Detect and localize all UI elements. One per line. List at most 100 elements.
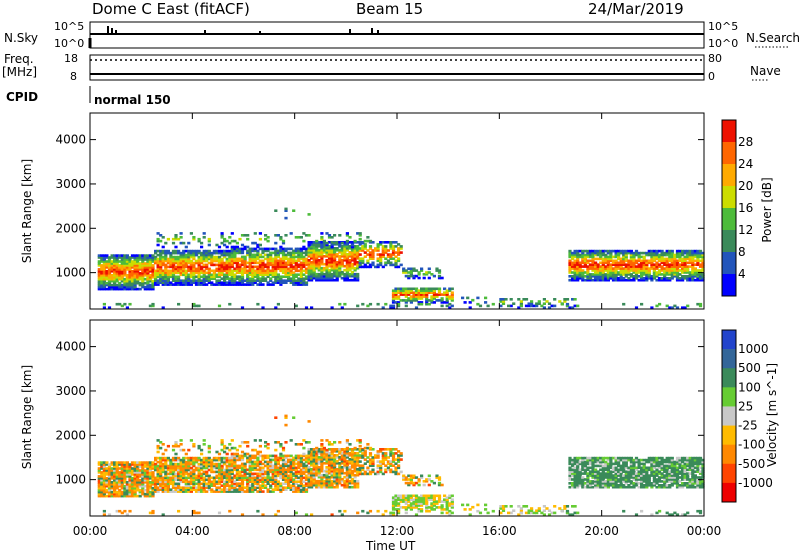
velocity-cell <box>240 470 245 474</box>
velocity-cell <box>151 494 155 498</box>
velocity-cell <box>164 470 168 474</box>
power-cell <box>210 275 214 279</box>
velocity-cell <box>164 486 168 489</box>
velocity-cell <box>317 460 321 463</box>
velocity-cell <box>143 465 147 468</box>
power-cell <box>657 273 662 276</box>
power-cell <box>686 269 690 272</box>
velocity-cell <box>391 458 396 461</box>
velocity-cell <box>320 469 324 473</box>
velocity-cell <box>322 462 326 465</box>
velocity-cell <box>350 469 355 473</box>
velocity-cell <box>384 454 388 457</box>
velocity-cell <box>110 483 114 486</box>
velocity-cell <box>133 461 137 464</box>
velocity-cell <box>327 454 332 457</box>
velocity-cell <box>238 466 242 470</box>
velocity-cell <box>154 466 158 470</box>
power-cell <box>537 300 541 303</box>
power-cell <box>573 259 577 263</box>
velocity-cell <box>118 494 122 498</box>
power-cell <box>271 265 275 269</box>
power-cell <box>146 279 150 283</box>
velocity-cell <box>391 504 396 507</box>
power-cell <box>292 265 296 269</box>
velocity-cell <box>542 505 546 508</box>
velocity-cell <box>220 464 224 468</box>
velocity-cell <box>297 460 301 464</box>
power-cell <box>128 279 132 283</box>
velocity-cell <box>189 476 193 480</box>
power-cell <box>210 263 214 267</box>
velocity-cell <box>287 470 291 474</box>
power-cell <box>189 265 193 269</box>
power-cell <box>594 271 598 274</box>
power-cell <box>681 275 685 278</box>
power-cell <box>161 257 165 261</box>
velocity-cell <box>325 473 329 477</box>
power-cell <box>136 270 140 273</box>
power-cell <box>576 263 580 266</box>
velocity-cell <box>409 506 413 509</box>
power-cell <box>156 283 160 286</box>
velocity-cell <box>148 469 152 472</box>
velocity-cell <box>238 464 242 468</box>
velocity-cell <box>166 482 170 486</box>
power-cell <box>440 297 444 300</box>
power-cell <box>573 271 577 274</box>
power-cell <box>645 259 649 263</box>
power-cell <box>205 259 209 263</box>
velocity-cell <box>123 475 127 478</box>
velocity-cell <box>581 476 585 479</box>
power-cell <box>340 241 344 245</box>
power-cell <box>371 241 375 244</box>
power-cell <box>279 277 283 280</box>
power-cell <box>256 253 260 257</box>
power-cell <box>325 278 329 282</box>
power-cell <box>156 261 160 265</box>
power-cell <box>207 279 211 282</box>
velocity-cell <box>412 483 416 487</box>
velocity-cell <box>113 461 117 464</box>
power-cell <box>251 277 255 280</box>
power-cell <box>187 275 191 279</box>
power-cell <box>297 273 301 276</box>
power-cell <box>399 293 403 296</box>
velocity-cell <box>530 511 534 515</box>
velocity-cell <box>435 474 439 478</box>
power-cell <box>146 285 150 289</box>
velocity-cell <box>261 472 265 476</box>
power-cell <box>617 277 621 280</box>
velocity-cell <box>225 464 229 468</box>
power-cell <box>652 271 656 274</box>
power-cell <box>136 276 140 279</box>
power-cell <box>356 266 360 270</box>
velocity-cell <box>128 492 132 496</box>
power-cell <box>100 274 104 277</box>
velocity-cell <box>266 454 270 458</box>
power-cell <box>325 270 329 274</box>
velocity-cell <box>325 477 329 481</box>
power-cell <box>583 249 587 253</box>
power-cell <box>148 287 152 291</box>
power-cell <box>223 263 227 267</box>
velocity-cell <box>235 484 239 487</box>
power-cell <box>397 251 401 254</box>
power-cell <box>338 264 342 268</box>
power-cell <box>130 272 135 275</box>
power-cell <box>317 262 321 266</box>
power-cell <box>235 275 239 278</box>
power-cell <box>394 259 398 263</box>
velocity-cell <box>448 496 452 499</box>
power-cell <box>624 257 628 261</box>
velocity-cell <box>276 458 280 462</box>
power-cell <box>333 272 337 276</box>
power-cell <box>660 273 664 276</box>
power-cell <box>102 266 106 269</box>
power-cell <box>652 253 656 257</box>
power-cell <box>271 267 275 271</box>
power-cell <box>294 267 298 271</box>
power-cell <box>138 254 142 257</box>
power-cell <box>448 295 452 298</box>
power-cell <box>118 264 122 267</box>
